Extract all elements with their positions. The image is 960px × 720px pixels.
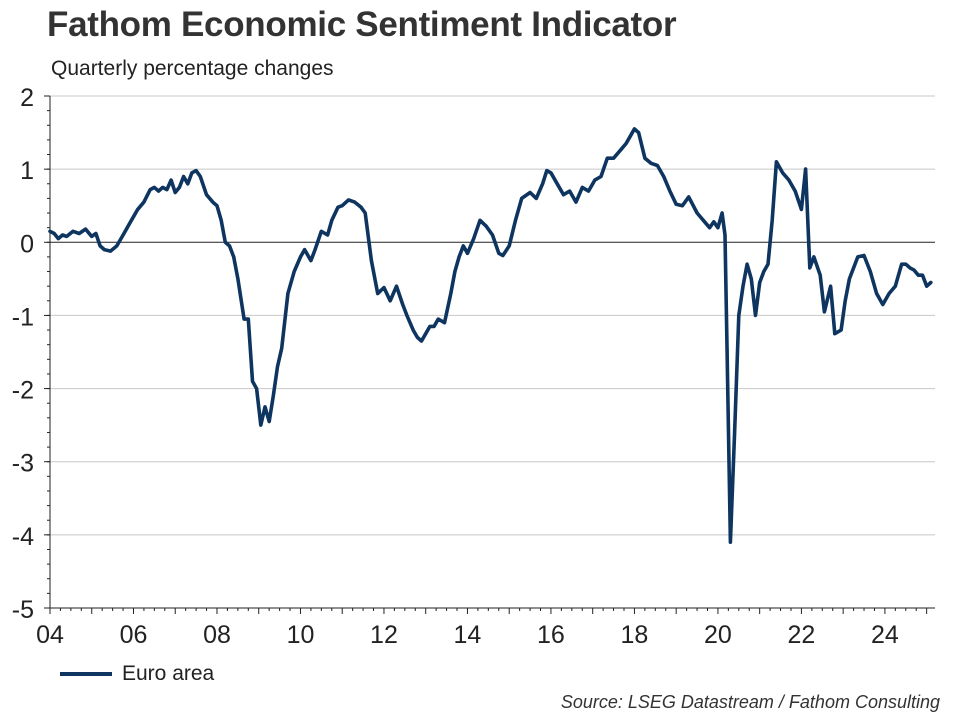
legend-label-euro-area: Euro area [122,662,215,685]
x-tick-label: 06 [120,621,148,649]
x-tick-label: 10 [287,621,315,649]
axes [44,95,935,614]
source-note: Source: LSEG Datastream / Fathom Consult… [560,692,940,712]
y-tick-label: -3 [12,450,34,478]
x-tick-label: 16 [537,621,565,649]
y-tick-label: -1 [12,303,34,331]
x-tick-label: 18 [621,621,649,649]
y-tick-label: -4 [12,523,34,551]
legend-swatch-euro-area [60,672,112,676]
y-tick-label: 0 [20,230,34,258]
x-tick-label: 14 [454,621,482,649]
x-tick-label: 22 [788,621,816,649]
x-tick-label: 12 [370,621,398,649]
x-tick-label: 20 [704,621,732,649]
y-tick-label: 1 [20,157,34,185]
y-tick-label: -2 [12,377,34,405]
legend: Euro area [60,660,214,688]
chart-subtitle: Quarterly percentage changes [51,57,334,80]
x-tick-label: 08 [203,621,231,649]
gridlines [50,95,935,536]
y-tick-label: -5 [12,596,34,624]
tick-labels: 210-1-2-3-4-504 06 08 10 12 14 16 18 20 22 24 [12,84,899,649]
series-layer [48,127,933,545]
x-tick-label: 04 [36,621,64,649]
y-tick-label: 2 [20,84,34,112]
series-line-euro-area [48,127,933,545]
chart-title: Fathom Economic Sentiment Indicator [47,5,677,44]
x-tick-label: 24 [871,621,899,649]
